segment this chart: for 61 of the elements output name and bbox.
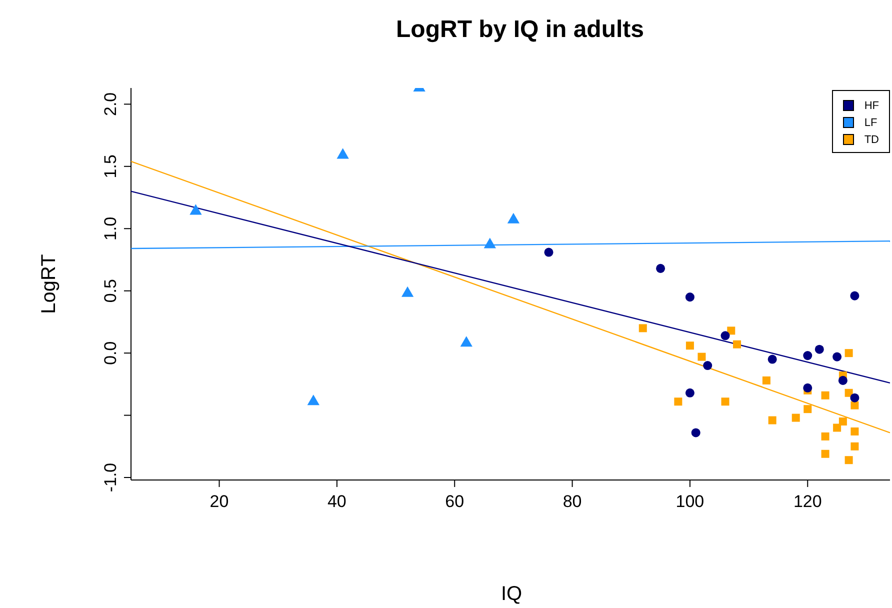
point (656, 264, 666, 273)
legend-label: HF (864, 100, 879, 112)
x-axis-title: IQ (500, 583, 524, 606)
point (850, 427, 859, 436)
point (544, 248, 554, 257)
point (833, 424, 842, 432)
y-tick-label: -1.0 (101, 462, 120, 492)
legend-label: LF (864, 116, 878, 128)
point (686, 342, 694, 350)
point (832, 352, 842, 362)
point (733, 340, 742, 348)
point (844, 456, 853, 464)
y-axis-title: LogRT (38, 254, 61, 314)
point (762, 376, 770, 384)
point (850, 442, 859, 450)
point (698, 352, 706, 361)
point (460, 336, 472, 347)
point (768, 416, 776, 424)
point (638, 324, 647, 332)
point (844, 388, 853, 397)
point (821, 450, 830, 458)
point (727, 326, 736, 335)
point (691, 428, 700, 438)
x-tick-label: 120 (793, 492, 822, 511)
point (401, 286, 414, 297)
point (844, 349, 853, 358)
point (685, 292, 694, 302)
point (720, 331, 730, 340)
point (838, 418, 847, 426)
point (703, 361, 712, 370)
point (792, 414, 800, 422)
point (484, 238, 496, 248)
x-tick-label: 40 (327, 492, 346, 511)
x-tick-label: 20 (210, 492, 229, 511)
y-tick-label: 1.5 (101, 154, 120, 178)
point (507, 212, 520, 224)
point (674, 398, 682, 406)
point (821, 391, 830, 400)
y-tick-label: 1.0 (101, 216, 120, 240)
point (190, 204, 202, 215)
x-tick-label: 60 (445, 492, 464, 511)
point (814, 344, 824, 354)
y-tick-label: 0.5 (101, 279, 120, 303)
point (850, 393, 860, 402)
point (721, 398, 730, 406)
point (803, 351, 812, 360)
y-tick-label: 0.0 (101, 341, 120, 365)
legend-label: TD (864, 134, 879, 146)
point (685, 388, 694, 398)
point (850, 291, 860, 300)
x-tick-label: 100 (676, 492, 704, 511)
point (768, 354, 777, 364)
point (803, 383, 812, 392)
point (821, 432, 830, 440)
point (336, 148, 349, 159)
point (850, 401, 859, 410)
chart-title: LogRT by IQ in adults (395, 16, 645, 44)
point (804, 405, 812, 414)
y-tick-label: 2.0 (101, 92, 120, 116)
x-tick-label: 80 (562, 492, 582, 511)
point (838, 376, 848, 385)
